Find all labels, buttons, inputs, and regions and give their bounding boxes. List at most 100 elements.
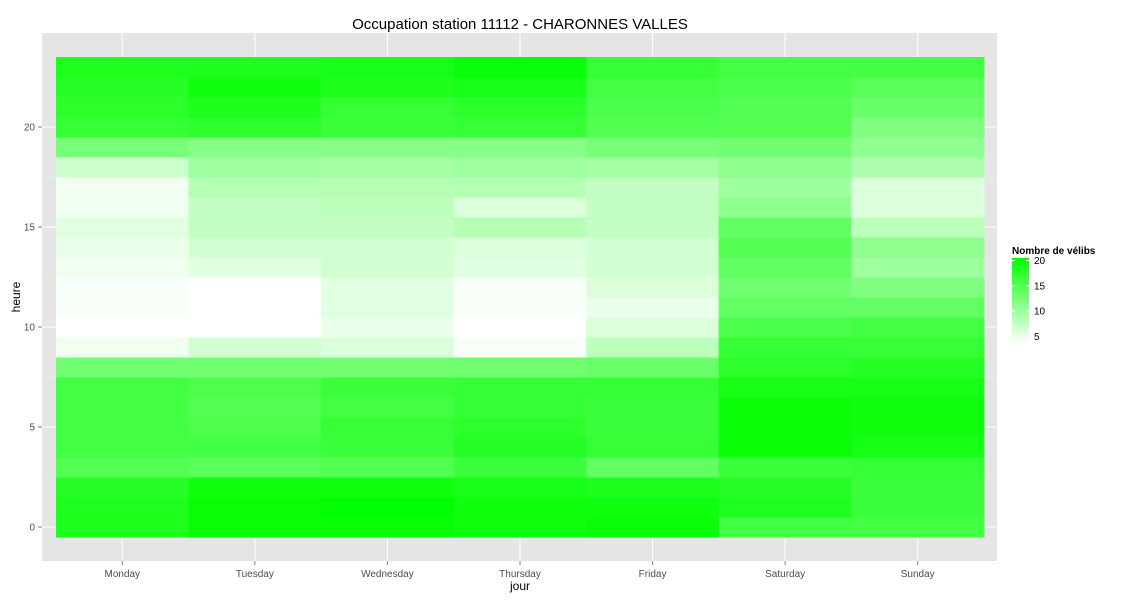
heatmap-cell (851, 257, 985, 278)
heatmap-cell (586, 57, 720, 78)
heatmap-cell (321, 317, 455, 338)
heatmap-cell (321, 137, 455, 158)
heatmap-cell (718, 477, 852, 498)
heatmap-cell (586, 517, 720, 538)
heatmap-cell (56, 237, 190, 258)
heatmap-cell (718, 57, 852, 78)
heatmap-cell (718, 457, 852, 478)
y-tick-label: 10 (24, 323, 36, 334)
heatmap-cell (718, 517, 852, 538)
heatmap-cell (453, 257, 587, 278)
heatmap-cell (188, 317, 322, 338)
heatmap-cell (851, 77, 985, 98)
heatmap-cell (188, 257, 322, 278)
heatmap-cell (453, 77, 587, 98)
heatmap-cell (321, 417, 455, 438)
heatmap-cell (586, 317, 720, 338)
heatmap-cell (321, 357, 455, 378)
heatmap-cell (586, 137, 720, 158)
heatmap-cell (453, 157, 587, 178)
heatmap-cell (453, 337, 587, 358)
heatmap-cell (718, 377, 852, 398)
heatmap-cell (56, 337, 190, 358)
heatmap-cell (453, 277, 587, 298)
heatmap-cell (586, 217, 720, 238)
heatmap-cell (56, 357, 190, 378)
heatmap-cell (586, 97, 720, 118)
heatmap-cell (718, 97, 852, 118)
heatmap-cell (321, 497, 455, 518)
heatmap-cell (718, 177, 852, 198)
y-tick-label: 0 (29, 523, 35, 534)
heatmap-cell (188, 357, 322, 378)
x-tick-label: Thursday (499, 569, 541, 580)
heatmap-cell (718, 337, 852, 358)
heatmap-cell (453, 377, 587, 398)
heatmap-cell (188, 477, 322, 498)
heatmap-cell (851, 57, 985, 78)
heatmap-cell (851, 437, 985, 458)
heatmap-cell (586, 197, 720, 218)
heatmap-cell (586, 337, 720, 358)
heatmap-cell (56, 57, 190, 78)
x-tick-label: Friday (639, 569, 667, 580)
heatmap-cell (586, 457, 720, 478)
heatmap-cell (453, 497, 587, 518)
heatmap-cell (56, 297, 190, 318)
y-tick-label: 15 (24, 223, 36, 234)
heatmap-cell (851, 277, 985, 298)
heatmap-cell (851, 317, 985, 338)
heatmap-cell (56, 397, 190, 418)
x-tick-label: Saturday (765, 569, 805, 580)
heatmap-cell (56, 417, 190, 438)
heatmap-cell (56, 137, 190, 158)
heatmap-cell (453, 357, 587, 378)
heatmap-cell (851, 357, 985, 378)
heatmap-cell (188, 497, 322, 518)
heatmap-cell (453, 437, 587, 458)
heatmap-cell (453, 197, 587, 218)
heatmap-cell (453, 237, 587, 258)
heatmap-cell (586, 497, 720, 518)
heatmap-cell (851, 117, 985, 138)
heatmap-cell (56, 517, 190, 538)
heatmap-cell (851, 297, 985, 318)
x-tick-label: Wednesday (361, 569, 414, 580)
heatmap-cell (718, 137, 852, 158)
heatmap-cell (188, 337, 322, 358)
heatmap-cell (321, 77, 455, 98)
heatmap-cell (321, 297, 455, 318)
legend-tick-label: 10 (1034, 307, 1046, 318)
heatmap-cell (851, 477, 985, 498)
x-tick-label: Sunday (901, 569, 935, 580)
legend-tick-label: 15 (1034, 281, 1046, 292)
heatmap-cell (321, 477, 455, 498)
heatmap-cell (851, 137, 985, 158)
y-tick-label: 20 (24, 123, 36, 134)
heatmap-cell (851, 457, 985, 478)
heatmap-cell (56, 157, 190, 178)
heatmap-cell (586, 277, 720, 298)
legend-tick-label: 20 (1034, 256, 1046, 267)
heatmap-cell (188, 417, 322, 438)
heatmap-cell (188, 157, 322, 178)
heatmap-cell (586, 297, 720, 318)
heatmap-cell (453, 97, 587, 118)
heatmap-cell (188, 77, 322, 98)
heatmap-cell (321, 337, 455, 358)
legend: Nombre de vélibs 5 10 15 20 (1012, 246, 1096, 344)
x-axis-title: jour (509, 579, 530, 593)
heatmap-cell (718, 197, 852, 218)
x-tick-label: Monday (104, 569, 140, 580)
heatmap-cell (321, 197, 455, 218)
heatmap-cell (453, 297, 587, 318)
heatmap-cell (453, 517, 587, 538)
heatmap-cell (188, 97, 322, 118)
legend-title: Nombre de vélibs (1012, 246, 1096, 257)
heatmap-cell (188, 57, 322, 78)
heatmap-cell (851, 157, 985, 178)
heatmap-cell (188, 217, 322, 238)
heatmap-cell (453, 477, 587, 498)
heatmap-cell (851, 97, 985, 118)
